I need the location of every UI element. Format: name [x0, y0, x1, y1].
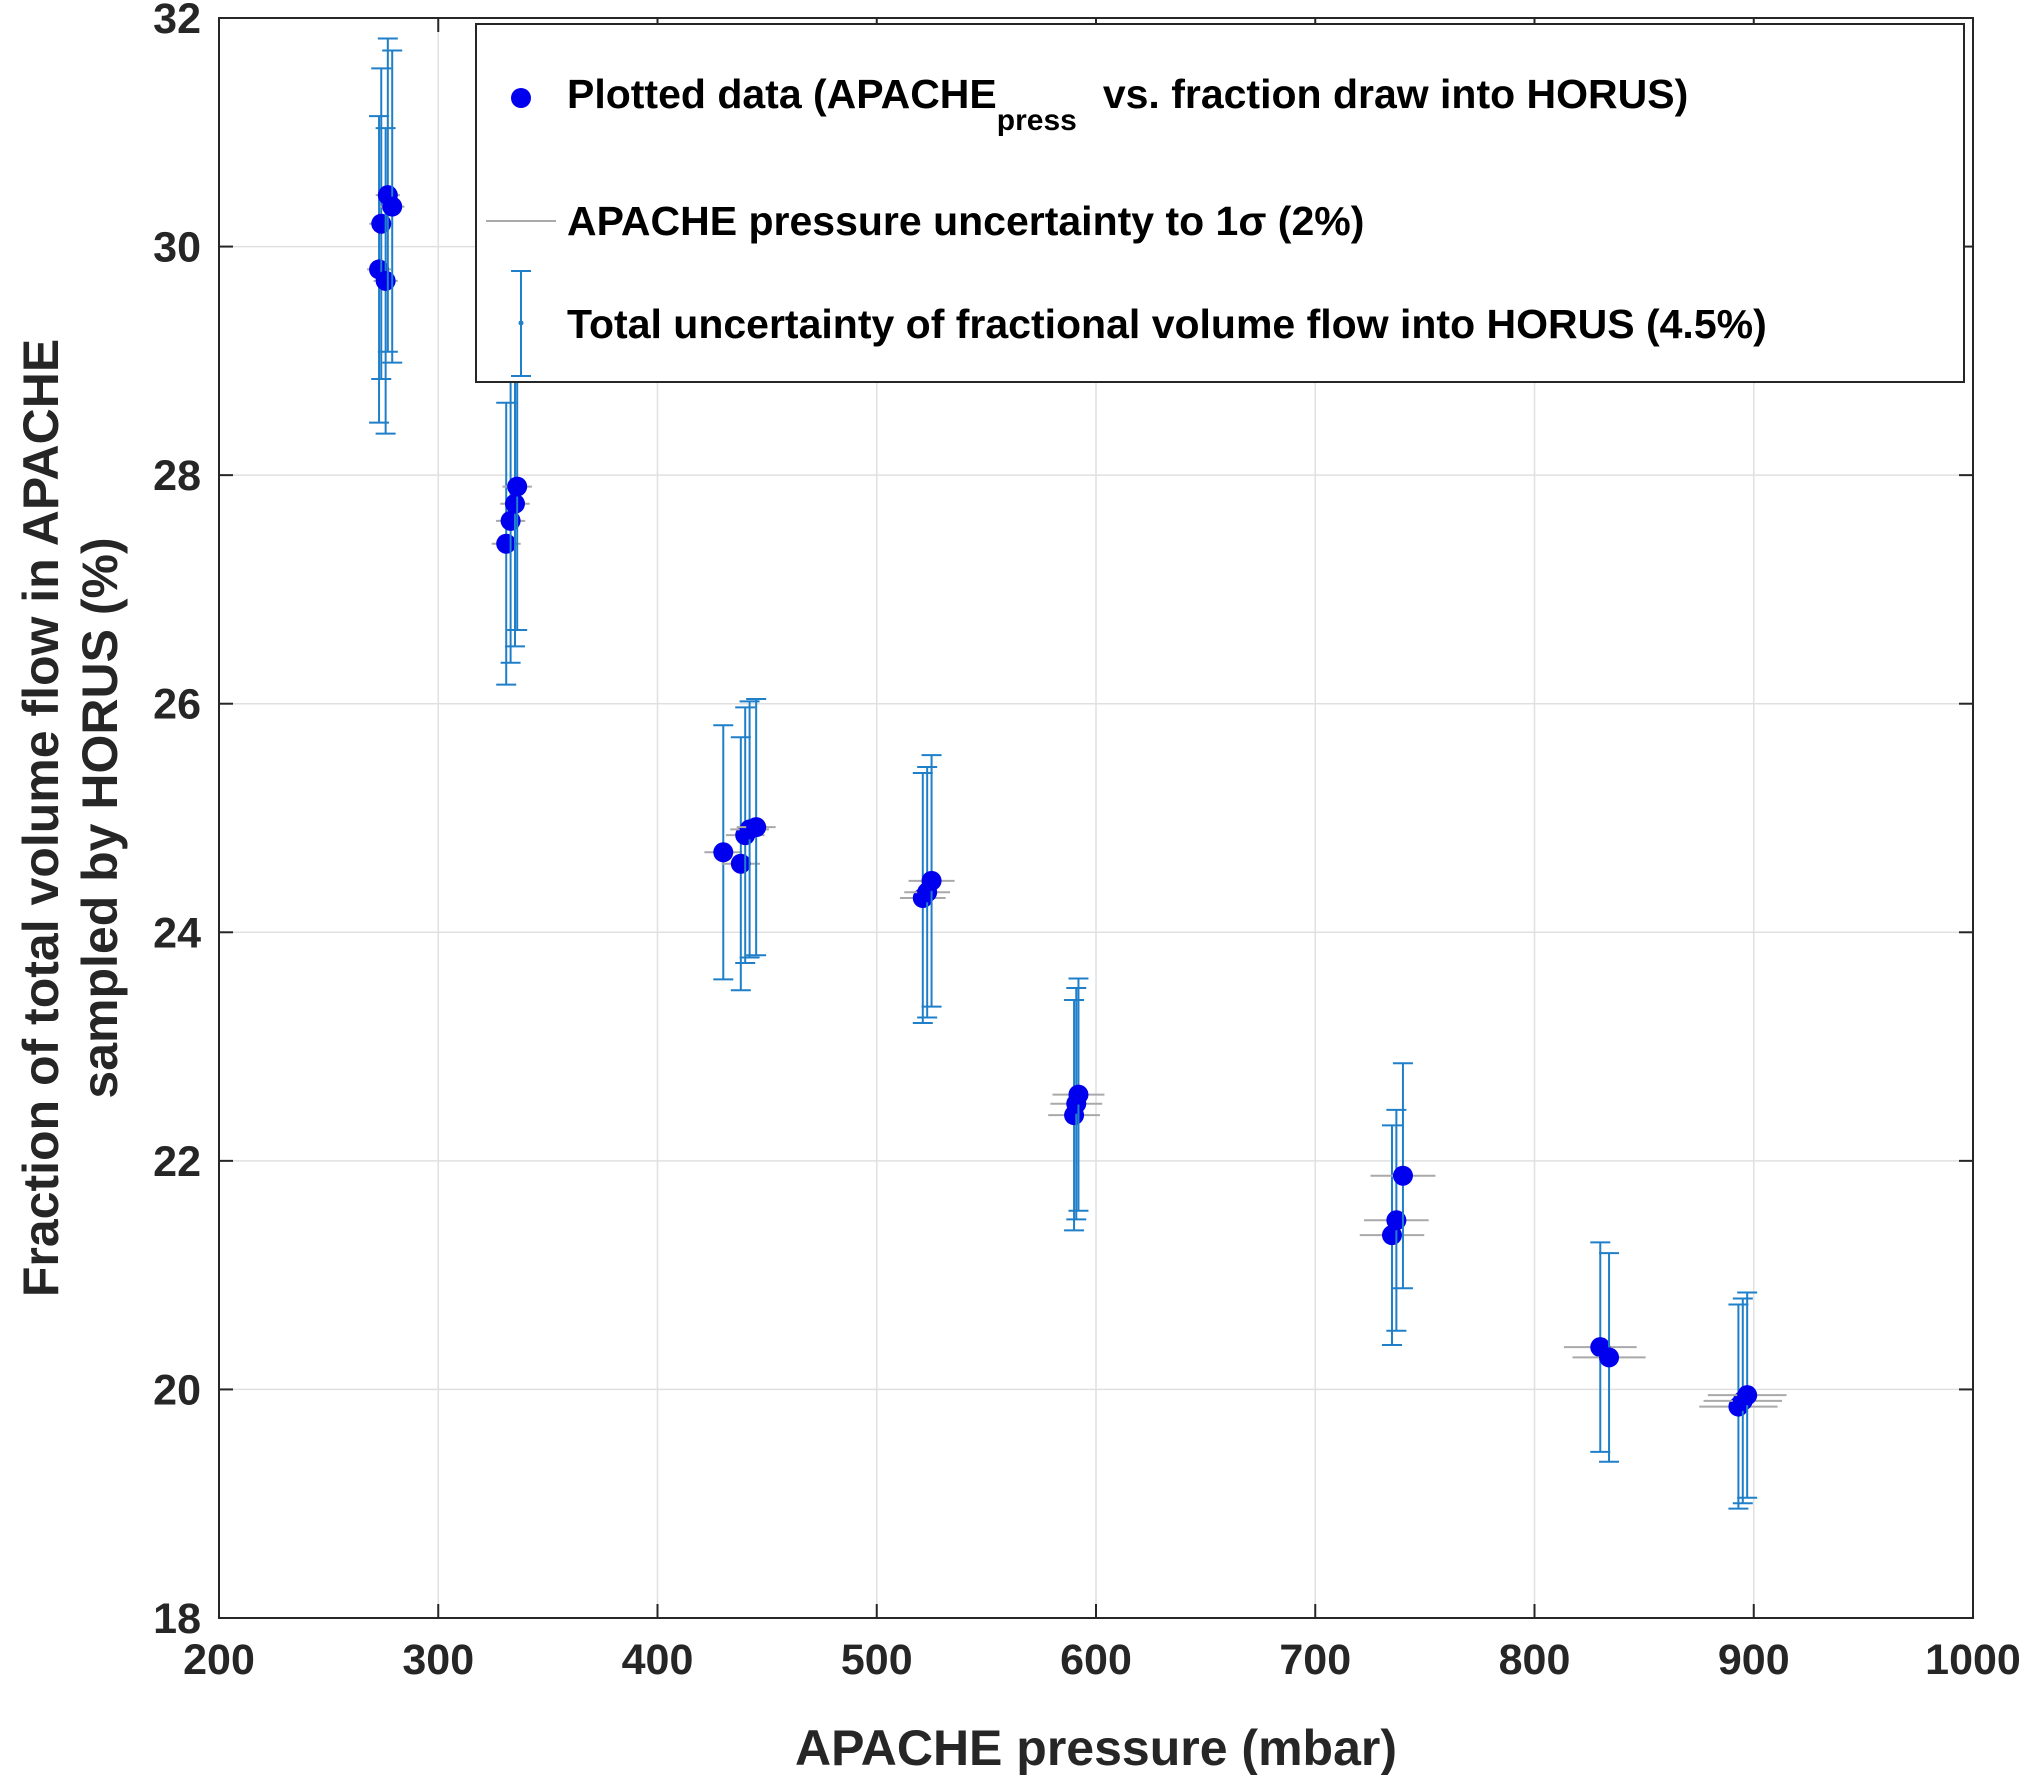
x-tick-label: 900	[1718, 1636, 1790, 1684]
y-tick-label: 32	[153, 0, 201, 43]
x-tick-label: 600	[1060, 1636, 1132, 1684]
data-point	[507, 476, 528, 497]
y-tick-label: 20	[153, 1366, 201, 1414]
data-point-group	[500, 360, 530, 648]
x-axis-title: APACHE pressure (mbar)	[795, 1720, 1397, 1775]
axis-ticks: 200 300 400 500 600 700 800 900 1000 18 20 22 24 26 28…	[153, 0, 2021, 1684]
data-point	[382, 196, 403, 217]
data-point-group	[373, 127, 398, 435]
data-point-group	[904, 766, 951, 1019]
y-tick-label: 18	[153, 1595, 201, 1643]
data-point	[496, 533, 517, 554]
data-point	[1386, 1210, 1407, 1231]
legend-label-total-uncertainty: Total uncertainty of fractional volume f…	[567, 301, 1767, 347]
data-point-group	[1572, 1252, 1646, 1463]
legend-label-data-suffix: vs. fraction draw into HORUS)	[1103, 71, 1688, 117]
data-point	[746, 817, 767, 838]
x-tick-label: 200	[183, 1636, 255, 1684]
data-point-group	[1052, 977, 1105, 1212]
data-point-group	[908, 754, 955, 1008]
data-point-group	[704, 724, 743, 981]
data-point	[921, 870, 942, 891]
x-tick-label: 400	[622, 1636, 694, 1684]
x-tick-label: 800	[1499, 1636, 1571, 1684]
data-point	[504, 493, 525, 514]
y-tick-label: 30	[153, 224, 201, 272]
legend-marker-data	[511, 88, 531, 108]
data-point-group	[736, 697, 776, 957]
x-tick-label: 300	[402, 1636, 474, 1684]
data-point-group	[1370, 1062, 1436, 1290]
legend-box	[475, 23, 1965, 383]
y-tick-label: 24	[153, 909, 201, 957]
legend-label-data: Plotted data (APACHEpress vs. fraction dr…	[567, 71, 1688, 137]
data-point-group	[1707, 1291, 1787, 1499]
legend-label-data-subscript: press	[997, 104, 1077, 137]
data-point-group	[379, 49, 405, 364]
legend-label-data-prefix: Plotted data (APACHE	[567, 71, 997, 117]
data-layer	[367, 37, 1787, 1510]
legend-label-pressure-uncertainty: APACHE pressure uncertainty to 1σ (2%)	[567, 198, 1364, 244]
legend: Plotted data (APACHEpress vs. fraction dr…	[475, 23, 1965, 383]
data-point	[1737, 1385, 1758, 1406]
data-point	[1599, 1347, 1620, 1368]
y-tick-label: 22	[153, 1138, 201, 1186]
y-axis-title-line-2: sampled by HORUS (%)	[72, 537, 128, 1098]
y-tick-label: 28	[153, 452, 201, 500]
data-point	[1068, 1084, 1089, 1105]
y-tick-label: 26	[153, 681, 201, 729]
x-tick-label: 700	[1279, 1636, 1351, 1684]
x-tick-label: 500	[841, 1636, 913, 1684]
y-axis-title-line-1: Fraction of total volume flow in APACHE	[13, 339, 69, 1297]
legend-marker-total-uncertainty	[511, 270, 531, 377]
x-tick-label: 1000	[1925, 1636, 2021, 1684]
data-point	[730, 853, 751, 874]
data-point	[1392, 1165, 1413, 1186]
data-point	[713, 842, 734, 863]
data-point	[375, 270, 396, 291]
